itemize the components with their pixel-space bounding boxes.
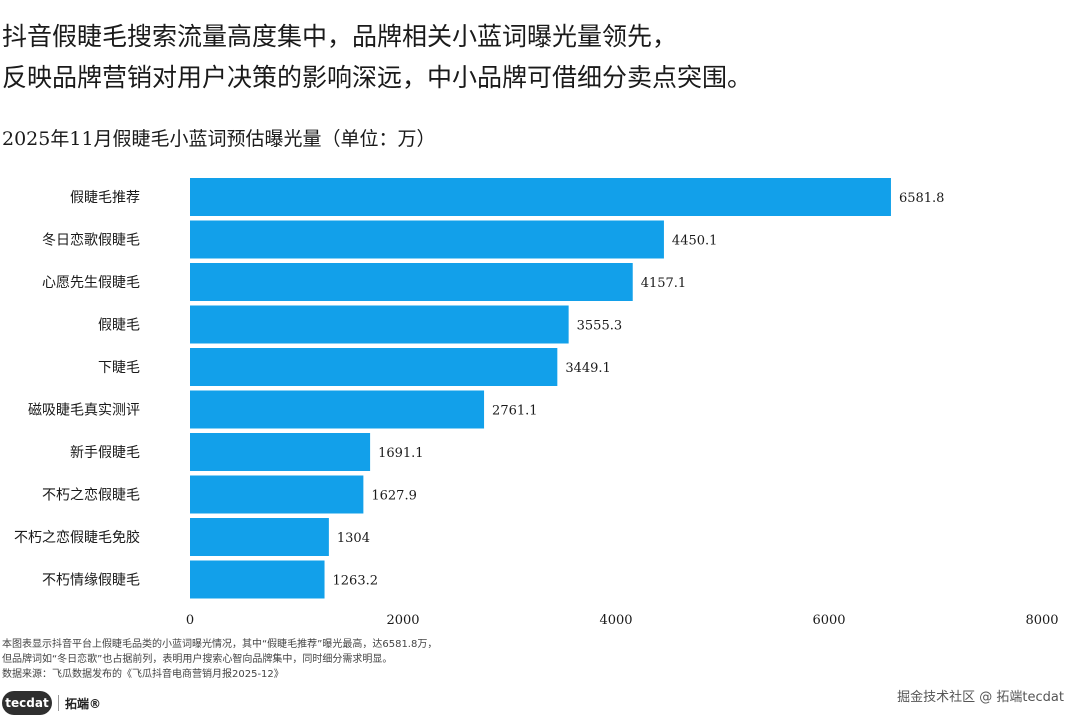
headline-line-1: 抖音假睫毛搜索流量高度集中，品牌相关小蓝词曝光量领先， [2,22,678,51]
note-source: 数据来源：飞瓜数据发布的《飞瓜抖音电商营销月报2025-12》 [2,669,284,680]
category-label-4: 下睫毛 [98,360,140,376]
brand-name: 拓端® [65,696,102,711]
bar-0 [190,178,891,216]
category-label-0: 假睫毛推荐 [70,190,140,206]
value-label-3: 3555.3 [577,319,623,334]
bar-2 [190,263,633,301]
headline: 抖音假睫毛搜索流量高度集中，品牌相关小蓝词曝光量领先， 反映品牌营销对用户决策的… [2,16,1072,98]
brand-divider [58,695,59,711]
category-label-6: 新手假睫毛 [70,445,140,461]
category-label-8: 不朽之恋假睫毛免胶 [14,529,140,546]
value-label-0: 6581.8 [899,191,945,206]
value-label-2: 4157.1 [641,276,687,291]
bar-8 [190,518,329,556]
bar-9 [190,560,325,599]
bar-3 [190,305,569,344]
watermark: 掘金技术社区 @ 拓端tecdat [897,690,1064,705]
x-tick-label-3: 6000 [812,613,845,628]
bar-7 [190,475,364,514]
value-label-7: 1627.9 [371,489,417,504]
category-label-2: 心愿先生假睫毛 [42,275,140,291]
headline-line-2: 反映品牌营销对用户决策的影响深远，中小品牌可借细分卖点突围。 [2,63,753,92]
brand: tecdat 拓端® [2,690,101,716]
chart-notes: 本图表显示抖音平台上假睫毛品类的小蓝词曝光情况，其中“假睫毛推荐”曝光最高，达6… [2,637,437,682]
tecdat-logo: tecdat [2,691,52,715]
bar-6 [190,433,371,471]
category-label-3: 假睫毛 [98,318,140,334]
category-label-7: 不朽之恋假睫毛 [42,487,140,504]
category-label-9: 不朽情缘假睫毛 [42,573,140,589]
value-label-8: 1304 [337,531,370,546]
category-label-5: 磁吸睫毛真实测评 [28,403,140,419]
value-label-1: 4450.1 [672,234,718,249]
x-tick-label-0: 0 [186,613,194,628]
bar-5 [190,390,485,429]
chart-title: 2025年11月假睫毛小蓝词预估曝光量（单位：万） [2,128,436,150]
value-label-6: 1691.1 [378,446,424,461]
value-label-4: 3449.1 [565,361,611,376]
value-label-5: 2761.1 [492,404,537,419]
value-label-9: 1263.2 [333,574,379,589]
note-line-2: 但品牌词如“冬日恋歌”也占据前列，表明用户搜索心智向品牌集中，同时细分需求明显。 [2,654,393,665]
x-tick-label-4: 8000 [1025,613,1058,628]
x-tick-label-1: 2000 [386,613,419,628]
bar-4 [190,348,558,386]
x-tick-label-2: 4000 [599,613,632,628]
note-line-1: 本图表显示抖音平台上假睫毛品类的小蓝词曝光情况，其中“假睫毛推荐”曝光最高，达6… [2,639,438,650]
category-label-1: 冬日恋歌假睫毛 [42,232,140,249]
bar-1 [190,220,664,259]
bar-chart: 假睫毛推荐 6581.8 冬日恋歌假睫毛 4450.1 心愿先生假睫毛 4157.1 假睫毛… [14,178,1059,628]
